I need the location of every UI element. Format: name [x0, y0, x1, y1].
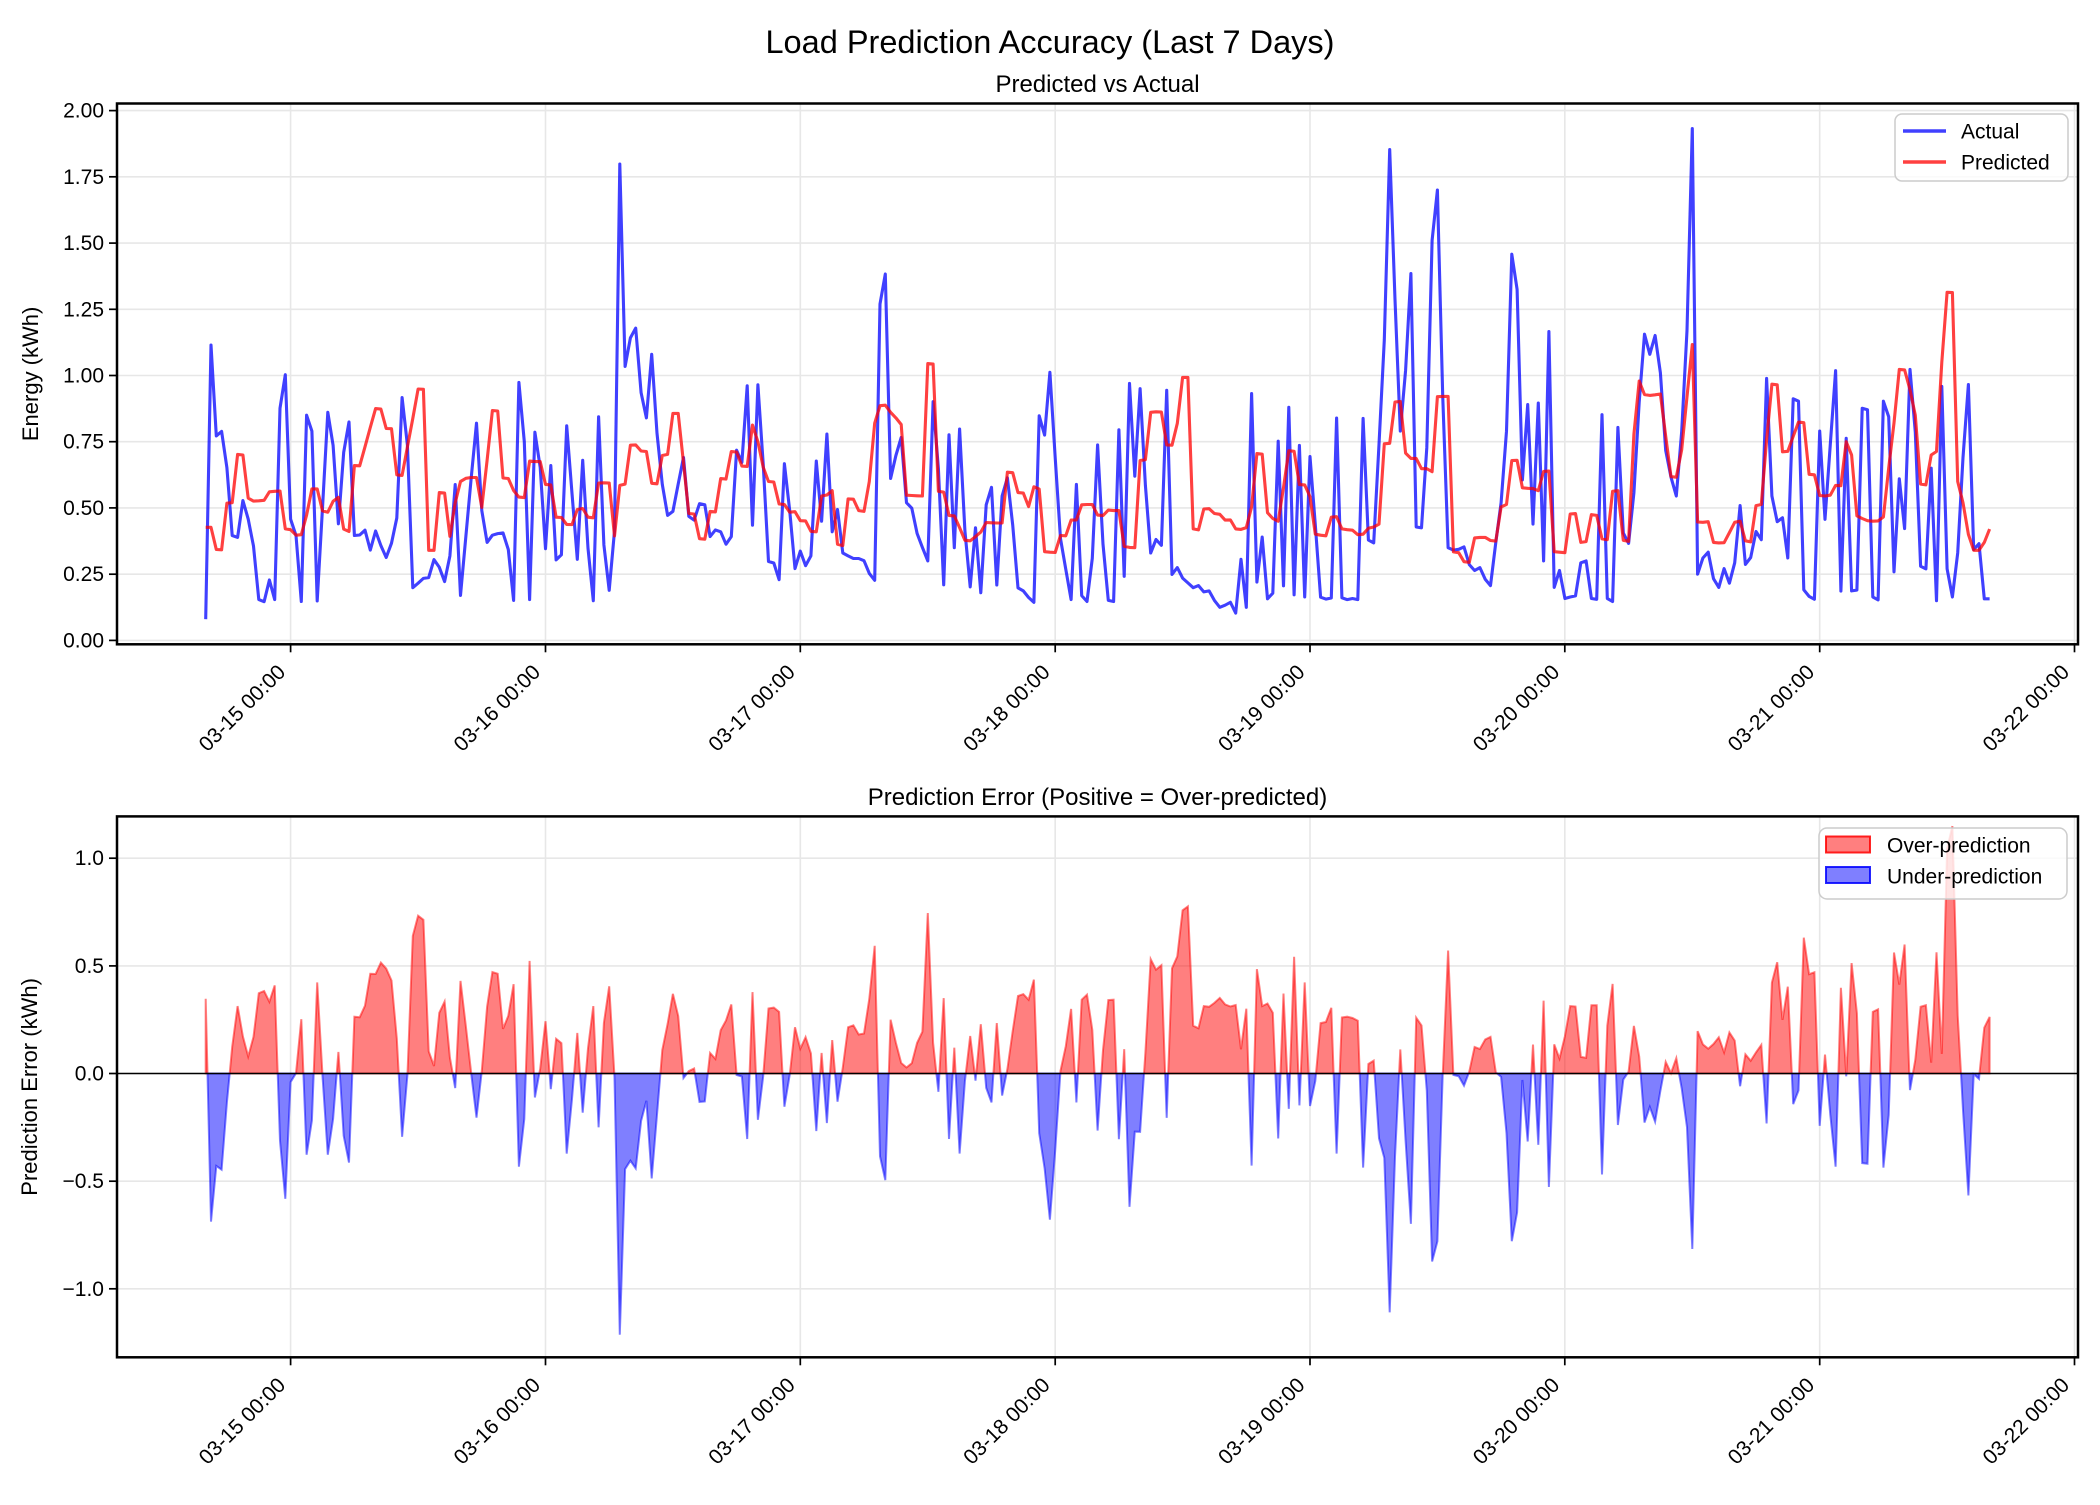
svg-text:1.0: 1.0 [75, 847, 104, 870]
svg-text:Prediction Error (Positive = O: Prediction Error (Positive = Over-predic… [868, 784, 1328, 811]
svg-text:0.00: 0.00 [63, 629, 104, 652]
svg-text:2.00: 2.00 [63, 100, 104, 123]
svg-text:Predicted: Predicted [1961, 152, 2050, 175]
svg-text:1.75: 1.75 [63, 166, 104, 189]
svg-text:Over-prediction: Over-prediction [1887, 835, 2031, 858]
svg-text:0.0: 0.0 [75, 1063, 104, 1086]
svg-text:0.25: 0.25 [63, 563, 104, 586]
svg-text:1.50: 1.50 [63, 232, 104, 255]
svg-text:Load Prediction Accuracy (Last: Load Prediction Accuracy (Last 7 Days) [765, 24, 1334, 60]
svg-text:Under-prediction: Under-prediction [1887, 866, 2042, 889]
svg-text:Actual: Actual [1961, 121, 2019, 144]
svg-text:1.00: 1.00 [63, 365, 104, 388]
svg-text:0.75: 0.75 [63, 431, 104, 454]
svg-text:0.50: 0.50 [63, 497, 104, 520]
svg-text:Prediction Error (kWh): Prediction Error (kWh) [17, 978, 42, 1196]
svg-text:Predicted vs Actual: Predicted vs Actual [995, 71, 1199, 98]
svg-text:0.5: 0.5 [75, 955, 104, 978]
svg-text:1.25: 1.25 [63, 298, 104, 321]
svg-text:−1.0: −1.0 [63, 1278, 104, 1301]
svg-text:Energy (kWh): Energy (kWh) [18, 307, 43, 441]
svg-text:−0.5: −0.5 [63, 1170, 104, 1193]
